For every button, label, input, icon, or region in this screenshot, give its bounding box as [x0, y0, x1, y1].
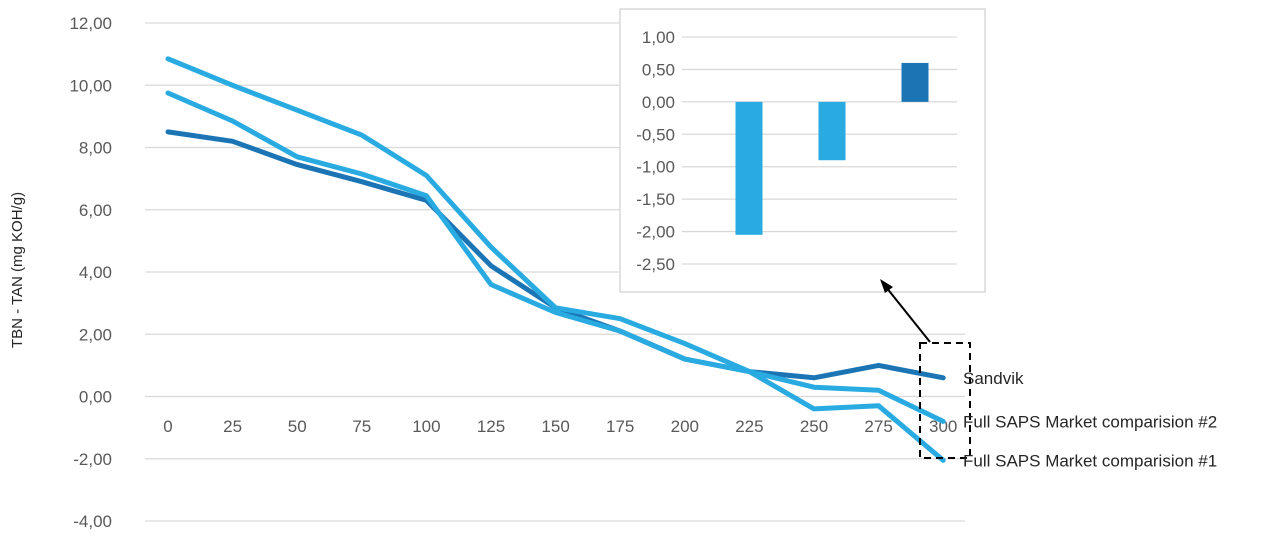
- y-tick-label: 6,00: [79, 201, 112, 220]
- x-tick-label: 50: [288, 417, 307, 436]
- inset-y-tick-label: -0,50: [636, 125, 675, 144]
- series-label: Sandvik: [963, 369, 1024, 388]
- y-axis-label: TBN - TAN (mg KOH/g): [9, 192, 26, 348]
- x-tick-label: 225: [735, 417, 763, 436]
- arrow-head-icon: [880, 279, 893, 293]
- y-tick-label: 4,00: [79, 263, 112, 282]
- y-tick-label: 10,00: [69, 76, 112, 95]
- x-tick-label: 275: [864, 417, 892, 436]
- inset-bar: [901, 62, 929, 102]
- inset-y-tick-label: 0,50: [642, 60, 675, 79]
- inset-frame: [619, 8, 986, 293]
- main-x-ticks: 0 25 50 75 100 125 150 175 200 225 250 275 300: [163, 417, 957, 436]
- y-tick-label: -2,00: [73, 450, 112, 469]
- series-end-labels: Sandvik Full SAPS Market comparision #2 Fu…: [963, 369, 1217, 470]
- y-tick-label: 12,00: [69, 14, 112, 33]
- inset-y-tick-label: -2,00: [636, 223, 675, 242]
- y-tick-label: 8,00: [79, 139, 112, 158]
- y-tick-label: -4,00: [73, 512, 112, 531]
- highlight-box: [919, 342, 971, 459]
- x-tick-label: 150: [541, 417, 569, 436]
- inset-y-tick-label: -1,50: [636, 190, 675, 209]
- series-line: [165, 56, 946, 424]
- x-tick-label: 200: [671, 417, 699, 436]
- x-tick-label: 0: [163, 417, 172, 436]
- inset-bar: [818, 101, 846, 161]
- inset-y-tick-label: 1,00: [642, 28, 675, 47]
- y-tick-label: 2,00: [79, 325, 112, 344]
- inset-y-tick-label: -1,00: [636, 158, 675, 177]
- x-tick-label: 175: [606, 417, 634, 436]
- x-tick-label: 100: [412, 417, 440, 436]
- main-series: [165, 56, 946, 463]
- inset-bars: [735, 62, 929, 235]
- inset-y-tick-label: -2,50: [636, 255, 675, 274]
- y-tick-label: 0,00: [79, 388, 112, 407]
- inset-y-tick-label: 0,00: [642, 93, 675, 112]
- main-y-ticks: 12,00 10,00 8,00 6,00 4,00 2,00 0,00 -2,00 -4,00: [69, 14, 112, 531]
- inset-bar: [735, 101, 763, 235]
- x-tick-label: 25: [223, 417, 242, 436]
- inset-y-ticks: 1,00 0,50 0,00 -0,50 -1,00 -1,50 -2,00 -2,50: [636, 28, 675, 274]
- x-tick-label: 125: [477, 417, 505, 436]
- series-label: Full SAPS Market comparision #2: [963, 412, 1217, 431]
- highlight-arrow: [885, 286, 931, 343]
- series-label: Full SAPS Market comparision #1: [963, 451, 1217, 470]
- x-tick-label: 300: [929, 417, 957, 436]
- x-tick-label: 250: [800, 417, 828, 436]
- series-line: [165, 90, 946, 463]
- x-tick-label: 75: [352, 417, 371, 436]
